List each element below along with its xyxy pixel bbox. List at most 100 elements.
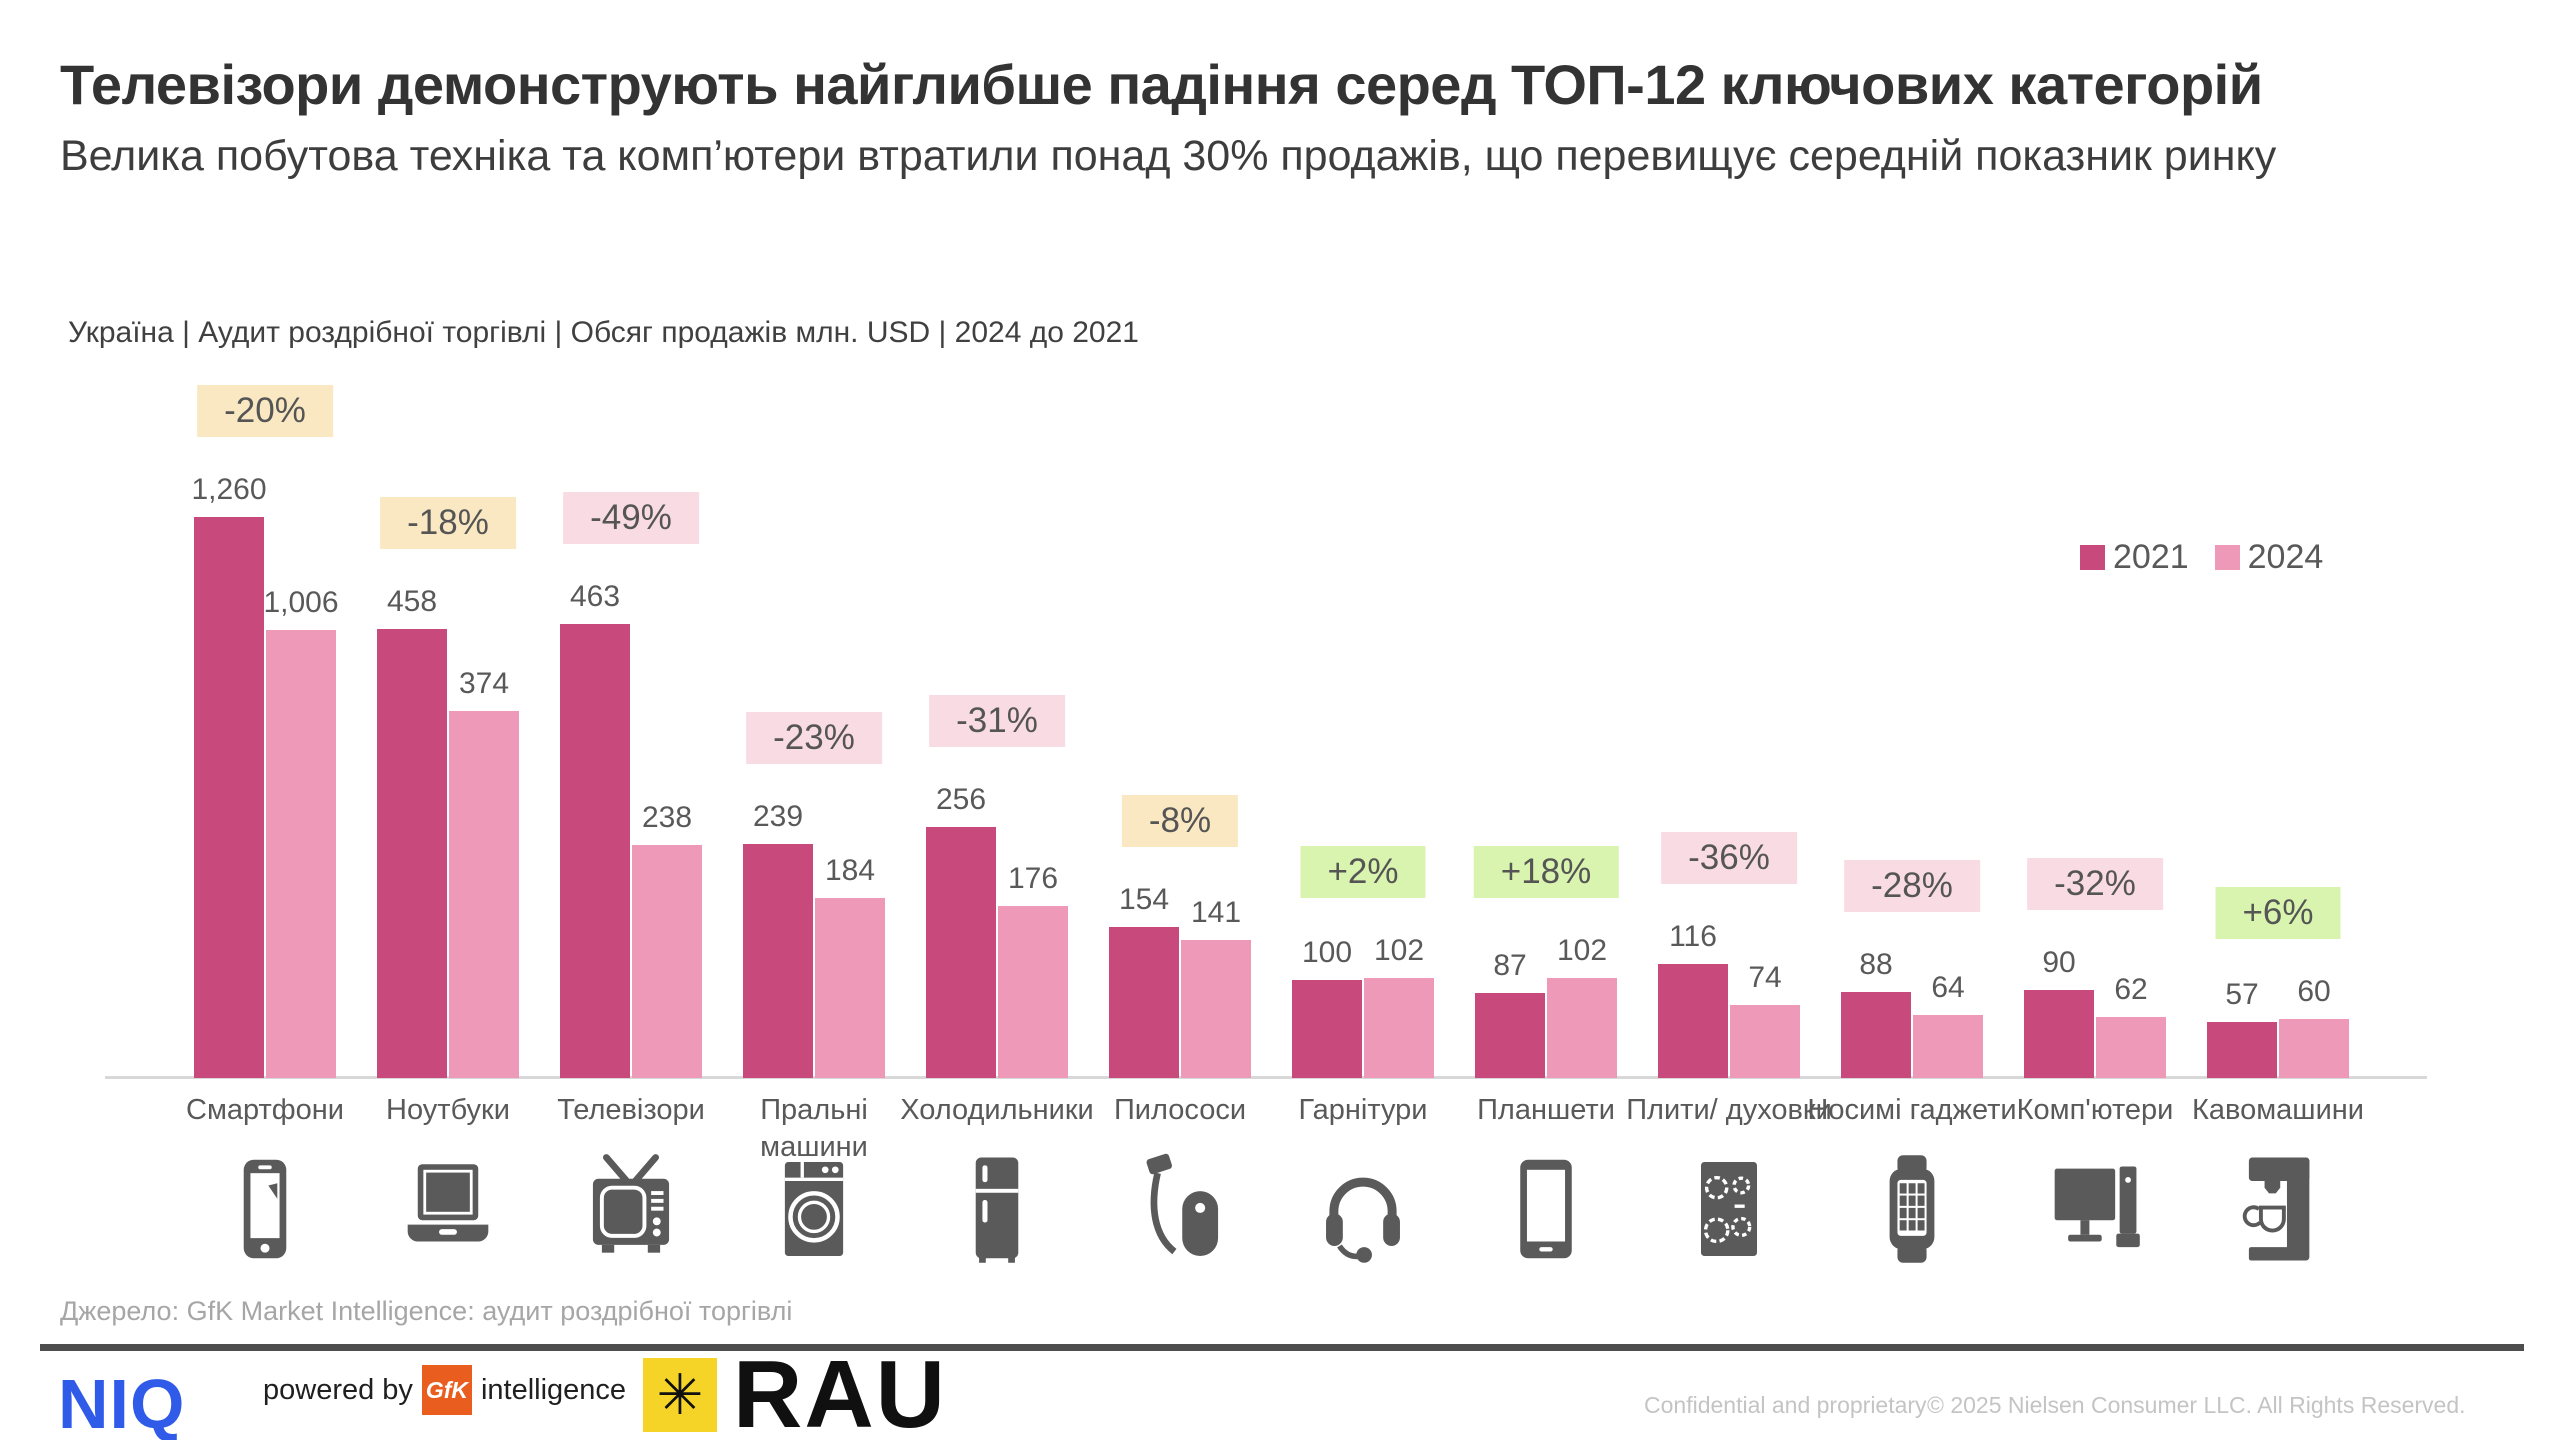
vacuum-icon xyxy=(1124,1150,1236,1268)
value-label-2021: 239 xyxy=(752,800,804,833)
gfk-logo: GfK xyxy=(421,1365,472,1415)
laptop-icon xyxy=(392,1150,504,1268)
rau-star-icon: ✳ xyxy=(656,1363,704,1426)
value-label-2024: 102 xyxy=(1373,934,1425,967)
value-label-2024: 141 xyxy=(1190,896,1242,929)
bar-2021 xyxy=(926,827,996,1078)
bar-2024 xyxy=(1913,1015,1983,1078)
category-label: Пилососи xyxy=(1113,1094,1247,1126)
legend-label: 2024 xyxy=(2247,538,2324,576)
bar-2021 xyxy=(1109,927,1179,1078)
rau-wordmark: RAU xyxy=(733,1341,947,1440)
bar-2024 xyxy=(1364,978,1434,1078)
bar-2024 xyxy=(632,845,702,1078)
bar-2024 xyxy=(1181,940,1251,1078)
bar-2021 xyxy=(194,517,264,1078)
copyright-note: © 2025 Nielsen Consumer LLC. All Rights … xyxy=(1927,1392,2466,1418)
confidential-note: Confidential and proprietary xyxy=(1644,1392,1927,1418)
category-label: Гарнітури xyxy=(1298,1094,1428,1126)
value-label-2024: 184 xyxy=(824,854,876,887)
value-label-2024: 176 xyxy=(1007,862,1059,895)
bar-2021 xyxy=(1841,992,1911,1078)
value-label-2021: 1,260 xyxy=(191,473,267,506)
bar-2024 xyxy=(1547,978,1617,1078)
change-badge: -18% xyxy=(380,497,516,549)
desktop-icon xyxy=(2039,1150,2151,1268)
footer-divider xyxy=(40,1344,2524,1351)
washer-icon xyxy=(758,1150,870,1268)
legend-item-2021: 2021 xyxy=(2080,538,2189,577)
change-badge: -36% xyxy=(1661,832,1797,884)
gfk-brand: powered by GfK intelligence xyxy=(263,1364,626,1416)
change-badge: -31% xyxy=(929,695,1065,747)
change-badge: -32% xyxy=(2027,858,2163,910)
value-label-2021: 463 xyxy=(569,580,621,613)
cooktop-icon xyxy=(1673,1150,1785,1268)
change-badge: +6% xyxy=(2215,887,2341,939)
change-badge: -49% xyxy=(563,492,699,544)
page-subtitle: Велика побутова техніка та комп’ютери вт… xyxy=(60,132,2277,180)
change-badge: -20% xyxy=(197,385,333,437)
powered-by-label: powered by xyxy=(263,1373,413,1406)
category-label: Телевізори xyxy=(557,1094,705,1126)
smartwatch-icon xyxy=(1856,1150,1968,1268)
tv-icon xyxy=(575,1150,687,1268)
bar-2024 xyxy=(815,898,885,1078)
value-label-2021: 458 xyxy=(386,585,438,618)
value-label-2021: 154 xyxy=(1118,883,1170,916)
chart-context-line: Україна | Аудит роздрібної торгівлі | Об… xyxy=(68,316,1139,349)
bar-2021 xyxy=(1292,980,1362,1078)
bar-2021 xyxy=(1475,993,1545,1078)
value-label-2021: 57 xyxy=(2225,978,2259,1011)
value-label-2024: 238 xyxy=(641,801,693,834)
bar-2021 xyxy=(1658,964,1728,1078)
coffee-machine-icon xyxy=(2222,1150,2334,1268)
change-badge: +2% xyxy=(1300,846,1426,898)
rau-brand: ✳ RAU xyxy=(643,1341,947,1440)
page-title: Телевізори демонструють найглибше падінн… xyxy=(60,53,2263,116)
category-label: Носимі гаджети xyxy=(1807,1094,2017,1126)
intelligence-label: intelligence xyxy=(480,1373,627,1406)
value-label-2024: 60 xyxy=(2297,975,2331,1008)
smartphone-icon xyxy=(209,1150,321,1268)
bar-2024 xyxy=(266,630,336,1078)
category-label: Холодильники xyxy=(900,1094,1094,1126)
legend-swatch-2024 xyxy=(2214,545,2240,570)
value-label-2024: 64 xyxy=(1931,971,1965,1004)
headset-icon xyxy=(1307,1150,1419,1268)
category-label: Пральні машини xyxy=(760,1094,868,1163)
legend-label: 2021 xyxy=(2113,538,2189,576)
category-label: Ноутбуки xyxy=(386,1094,510,1126)
value-label-2024: 74 xyxy=(1748,961,1782,994)
value-label-2024: 102 xyxy=(1556,934,1608,967)
value-label-2024: 374 xyxy=(458,667,510,700)
bar-2021 xyxy=(560,624,630,1078)
category-label: Плити/ духовки xyxy=(1626,1094,1832,1126)
fridge-icon xyxy=(941,1150,1053,1268)
bar-2021 xyxy=(2207,1022,2277,1078)
bar-2024 xyxy=(2279,1019,2349,1078)
source-note: Джерело: GfK Market Intelligence: аудит … xyxy=(60,1296,793,1326)
x-axis-line xyxy=(105,1076,2427,1079)
bar-2024 xyxy=(449,711,519,1078)
value-label-2024: 1,006 xyxy=(263,586,339,619)
value-label-2021: 87 xyxy=(1493,949,1527,982)
chart-legend: 2021 2024 xyxy=(2080,538,2323,577)
change-badge: -8% xyxy=(1121,795,1239,847)
bar-2024 xyxy=(998,906,1068,1078)
value-label-2024: 62 xyxy=(2114,973,2148,1006)
rau-logo: ✳ xyxy=(643,1358,717,1432)
category-label: Комп'ютери xyxy=(2016,1094,2174,1126)
bar-2021 xyxy=(377,629,447,1078)
value-label-2021: 100 xyxy=(1301,936,1353,969)
value-label-2021: 90 xyxy=(2042,946,2076,979)
change-badge: -28% xyxy=(1844,860,1980,912)
category-label: Планшети xyxy=(1477,1094,1615,1126)
value-label-2021: 88 xyxy=(1859,948,1893,981)
legend-item-2024: 2024 xyxy=(2214,538,2324,577)
category-label: Кавомашини xyxy=(2192,1094,2364,1126)
change-badge: +18% xyxy=(1473,846,1619,898)
bar-2024 xyxy=(2096,1017,2166,1078)
legend-swatch-2021 xyxy=(2080,545,2105,570)
